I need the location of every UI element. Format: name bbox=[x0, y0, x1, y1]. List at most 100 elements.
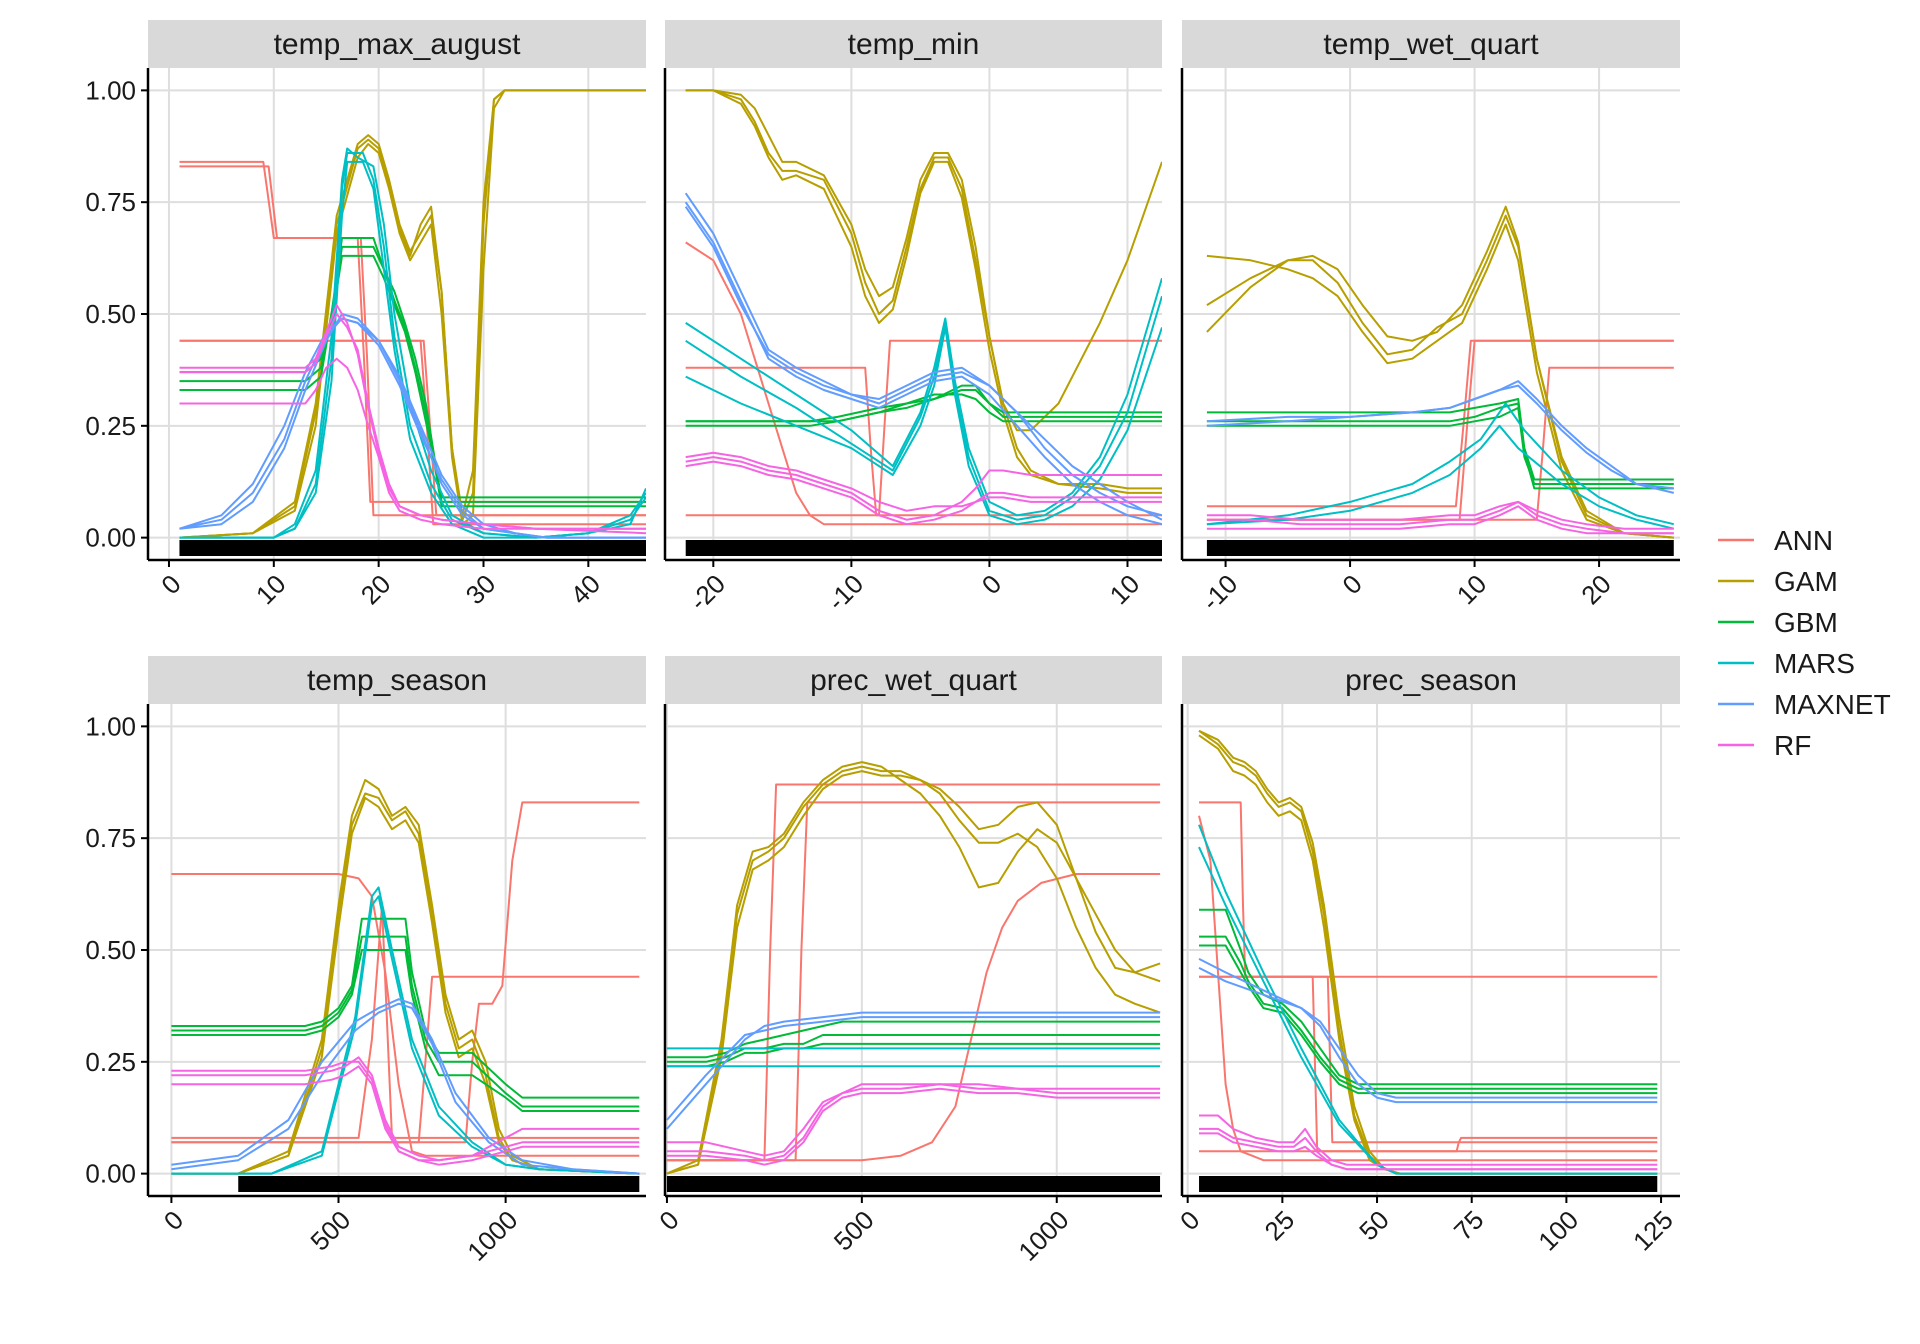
series-gbm bbox=[685, 393, 1162, 427]
series-gbm bbox=[171, 935, 640, 1108]
series-gbm bbox=[1199, 935, 1658, 1090]
rug-band bbox=[685, 540, 1162, 556]
gridlines bbox=[665, 704, 1162, 1196]
x-tick-label: 0 bbox=[976, 569, 1007, 600]
series-rf bbox=[685, 456, 1162, 521]
series-lines bbox=[684, 89, 1162, 526]
legend-label: GBM bbox=[1774, 607, 1838, 638]
series-ann bbox=[1199, 801, 1658, 978]
legend-item-rf: RF bbox=[1718, 730, 1811, 761]
x-tick-label: 0 bbox=[1336, 569, 1367, 600]
x-tick-label: 25 bbox=[1259, 1205, 1301, 1247]
x-tick-label: 0 bbox=[1174, 1205, 1205, 1236]
series-mars bbox=[179, 160, 646, 539]
y-tick-label: 0.50 bbox=[85, 299, 136, 329]
legend-item-gbm: GBM bbox=[1718, 607, 1838, 638]
series-gam bbox=[666, 761, 1161, 1175]
series-lines bbox=[171, 779, 640, 1175]
series-ann bbox=[666, 873, 1161, 1162]
series-maxnet bbox=[171, 1002, 640, 1175]
facet-strip bbox=[148, 656, 646, 704]
panel-temp-season: temp_season 0.00 0.25 0.50 0.75 1.00 0 500 1000 bbox=[85, 656, 646, 1267]
series-rf bbox=[171, 1065, 640, 1162]
rug-marks bbox=[1199, 1176, 1658, 1192]
x-tick-label: 0 bbox=[155, 569, 186, 600]
series-mars bbox=[1206, 424, 1675, 530]
x-tick-label: 0 bbox=[158, 1205, 189, 1236]
rug-band bbox=[238, 1176, 640, 1192]
series-maxnet bbox=[171, 998, 640, 1175]
x-tick-label: 50 bbox=[1353, 1205, 1395, 1247]
facet-strip bbox=[665, 20, 1162, 68]
series-lines bbox=[179, 89, 646, 539]
x-tick-label: 125 bbox=[1627, 1205, 1679, 1257]
facet-panels: temp_max_august 0.00 0.25 0.50 0.75 1.00 0 10 20… bbox=[85, 20, 1680, 1267]
series-gam bbox=[666, 770, 1161, 1175]
series-maxnet bbox=[684, 201, 1162, 526]
x-tick-label: 40 bbox=[564, 569, 606, 611]
series-maxnet bbox=[684, 192, 1162, 521]
rug-band bbox=[179, 540, 646, 556]
series-gbm bbox=[1206, 406, 1674, 485]
series-gam bbox=[171, 796, 640, 1175]
series-mars bbox=[171, 895, 640, 1175]
series-rf bbox=[171, 1056, 640, 1162]
series-lines bbox=[1198, 729, 1658, 1175]
legend-label: MARS bbox=[1774, 648, 1855, 679]
series-ann bbox=[1206, 366, 1674, 521]
series-lines bbox=[1206, 205, 1675, 539]
series-gbm bbox=[1199, 944, 1658, 1095]
facet-title: prec_wet_quart bbox=[810, 664, 1017, 697]
series-rf bbox=[1206, 505, 1674, 535]
rug-band bbox=[666, 1176, 1161, 1192]
x-tick-label: 10 bbox=[250, 569, 292, 611]
rug-marks bbox=[685, 540, 1162, 556]
series-rf bbox=[685, 460, 1162, 526]
series-gam bbox=[171, 779, 640, 1175]
series-gbm bbox=[179, 254, 646, 499]
series-gbm bbox=[1199, 908, 1658, 1086]
panel-prec-wet-quart: prec_wet_quart 0 500 1000 bbox=[653, 656, 1162, 1267]
legend: ANN GAM GBM MARS MAXNET RF bbox=[1718, 525, 1891, 761]
facet-title: prec_season bbox=[1345, 664, 1517, 697]
facet-strip bbox=[1182, 20, 1680, 68]
series-gam bbox=[685, 89, 1162, 432]
facet-title: temp_min bbox=[848, 28, 980, 61]
series-lines bbox=[666, 761, 1161, 1175]
series-ann bbox=[685, 339, 1162, 517]
panel-temp-max-august: temp_max_august 0.00 0.25 0.50 0.75 1.00 0 10 20… bbox=[85, 20, 646, 610]
facet-strip bbox=[1182, 656, 1680, 704]
y-tick-label: 0.00 bbox=[85, 523, 136, 553]
series-gam bbox=[685, 89, 1162, 490]
series-maxnet bbox=[179, 313, 646, 539]
gridlines bbox=[665, 68, 1162, 560]
legend-item-mars: MARS bbox=[1718, 648, 1855, 679]
rug-band bbox=[1199, 1176, 1658, 1192]
series-rf bbox=[666, 1087, 1161, 1166]
series-maxnet bbox=[1198, 958, 1658, 1104]
series-gbm bbox=[171, 917, 640, 1099]
series-rf bbox=[1199, 1114, 1658, 1166]
x-tick-label: 500 bbox=[304, 1205, 356, 1257]
x-tick-label: -10 bbox=[1196, 569, 1244, 617]
legend-item-ann: ANN bbox=[1718, 525, 1833, 556]
x-tick-label: 10 bbox=[1104, 569, 1146, 611]
y-tick-label: 1.00 bbox=[85, 711, 136, 741]
series-maxnet bbox=[666, 1011, 1161, 1130]
series-gam bbox=[1198, 729, 1658, 1175]
y-tick-label: 0.75 bbox=[85, 823, 136, 853]
series-gam bbox=[1206, 205, 1674, 539]
series-rf bbox=[179, 304, 646, 530]
series-gam bbox=[1198, 729, 1658, 1175]
rug-marks bbox=[179, 540, 646, 556]
facet-title: temp_season bbox=[307, 664, 487, 697]
x-tick-label: 30 bbox=[460, 569, 502, 611]
y-tick-label: 1.00 bbox=[85, 75, 136, 105]
panel-prec-season: prec_season 0 25 50 75 100 125 bbox=[1174, 656, 1680, 1257]
series-rf bbox=[666, 1083, 1161, 1157]
x-tick-label: 1000 bbox=[461, 1205, 523, 1267]
y-tick-label: 0.00 bbox=[85, 1159, 136, 1189]
y-tick-label: 0.75 bbox=[85, 187, 136, 217]
legend-label: ANN bbox=[1774, 525, 1833, 556]
